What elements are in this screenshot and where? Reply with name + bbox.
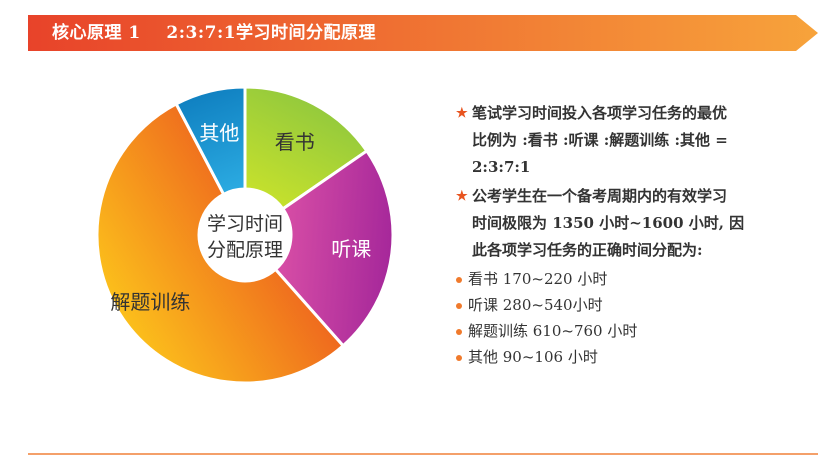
donut-slice-3	[174, 85, 247, 197]
slice-label-2: 解题训练	[110, 289, 191, 314]
star-bullet-icon: ★	[456, 189, 468, 204]
dot-bullet-icon	[456, 329, 462, 335]
donut-slice-0	[243, 85, 369, 211]
dot-bullet-icon	[456, 277, 462, 283]
bullet-point-line: 公考学生在一个备考周期内的有效学习	[472, 187, 728, 205]
bullet-point-line: 笔试学习时间投入各项学习任务的最优	[472, 104, 728, 122]
allocation-item-0: 看书 170~220 小时	[456, 266, 796, 292]
explanation-panel: ★ 笔试学习时间投入各项学习任务的最优 比例为 :看书 :听课 :解题训练 :其他 …	[456, 100, 796, 370]
allocation-item-3: 其他 90~106 小时	[456, 344, 796, 370]
allocation-text: 看书 170~220 小时	[468, 270, 608, 288]
allocation-text: 其他 90~106 小时	[468, 348, 598, 366]
dot-bullet-icon	[456, 355, 462, 361]
slice-label-0: 看书	[274, 129, 315, 154]
center-label-line: 学习时间	[206, 213, 283, 235]
page-title: 核心原理 1 2:3:7:1学习时间分配原理	[52, 23, 377, 43]
allocation-item-2: 解题训练 610~760 小时	[456, 318, 796, 344]
donut-chart: 学习时间分配原理 看书听课解题训练 其他	[85, 85, 415, 385]
center-label-line: 分配原理	[206, 239, 283, 261]
bullet-point-line: 此各项学习任务的正确时间分配为:	[472, 241, 703, 259]
allocation-item-1: 听课 280~540小时	[456, 292, 796, 318]
bullet-point-0: ★ 笔试学习时间投入各项学习任务的最优 比例为 :看书 :听课 :解题训练 :其他 …	[456, 100, 796, 181]
dot-bullet-icon	[456, 303, 462, 309]
donut-slice-1	[273, 148, 395, 348]
footer-divider	[28, 453, 818, 455]
header-banner: 核心原理 1 2:3:7:1学习时间分配原理	[28, 15, 818, 51]
donut-slice-2	[95, 101, 346, 385]
allocation-text: 听课 280~540小时	[468, 296, 603, 314]
slice-label-3: 其他	[199, 120, 240, 145]
bullet-point-line: 2:3:7:1	[472, 158, 531, 176]
allocation-text: 解题训练 610~760 小时	[468, 322, 638, 340]
bullet-point-1: ★ 公考学生在一个备考周期内的有效学习 时间极限为 1350 小时~1600 小时,…	[456, 183, 796, 264]
bullet-point-line: 时间极限为 1350 小时~1600 小时, 因	[472, 214, 745, 232]
slice-label-1: 听课	[331, 237, 372, 262]
banner-arrow-shape	[28, 15, 818, 51]
donut-chart-svg	[95, 85, 395, 385]
bullet-point-line: 比例为 :看书 :听课 :解题训练 :其他 =	[472, 131, 728, 149]
star-bullet-icon: ★	[456, 106, 468, 121]
